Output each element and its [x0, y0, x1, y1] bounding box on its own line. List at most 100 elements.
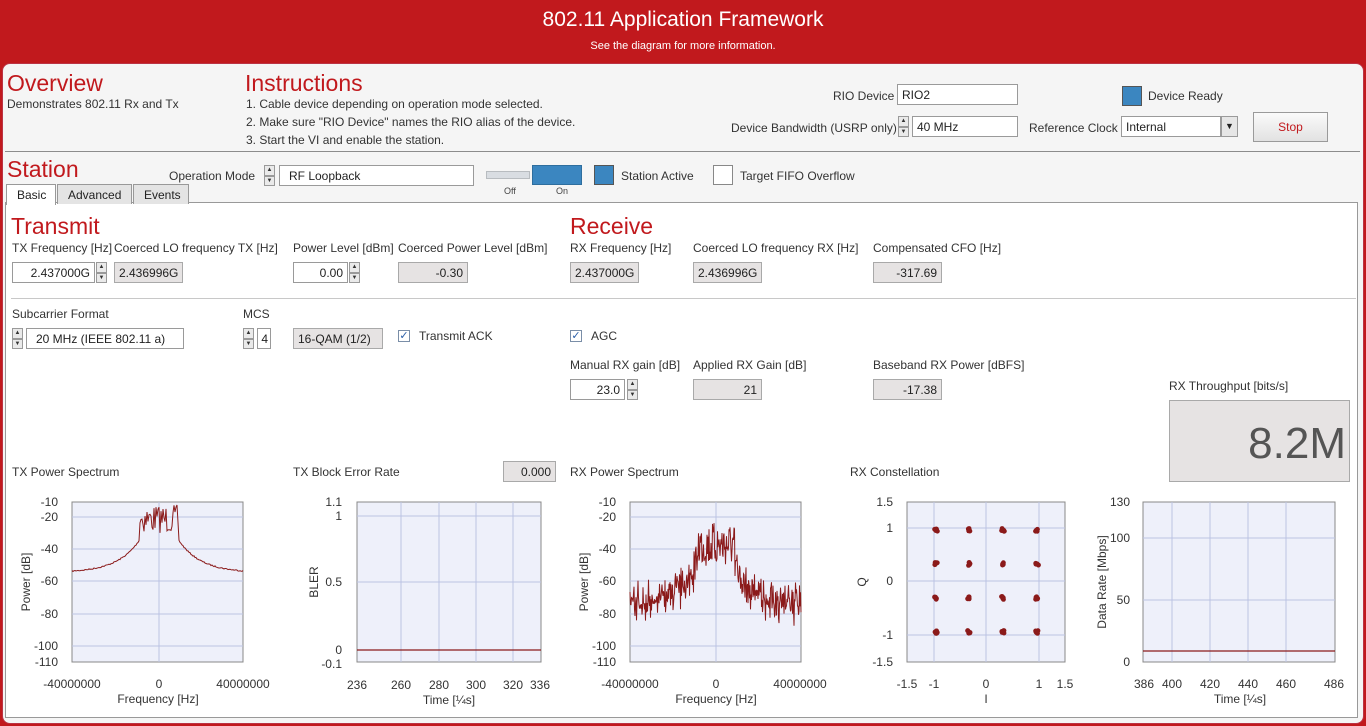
- constellation-point: [1000, 562, 1005, 568]
- subcarrier-format-label: Subcarrier Format: [12, 307, 109, 321]
- tx-bler-value: 0.000: [503, 461, 556, 482]
- instruction-line-1: 1. Cable device depending on operation m…: [246, 97, 543, 111]
- transmit-ack-checkbox[interactable]: ✓: [398, 330, 410, 342]
- divider: [11, 298, 1356, 299]
- const-y-tick: 1.5: [876, 495, 893, 509]
- const-y-tick: 1: [886, 521, 893, 535]
- rx-datarate-plot[interactable]: 130 100 50 0 386 400 420 440 460 486 Tim…: [1095, 495, 1344, 706]
- toggle-off-track[interactable]: [486, 171, 530, 179]
- applied-rx-gain-label: Applied RX Gain [dB]: [693, 358, 807, 372]
- mcs-input[interactable]: 4: [257, 328, 271, 349]
- const-x-tick: 1: [1036, 677, 1043, 691]
- constellation-point: [933, 527, 938, 533]
- rate-y-label: Data Rate [Mbps]: [1095, 535, 1109, 628]
- fifo-overflow-label: Target FIFO Overflow: [740, 169, 855, 183]
- tab-basic[interactable]: Basic: [6, 184, 56, 205]
- bler-x-label: Time [¼s]: [423, 693, 475, 707]
- bler-x-tick: 280: [429, 678, 449, 692]
- power-level-spinner[interactable]: ▲ ▼: [349, 262, 360, 283]
- manual-rx-gain-spinner[interactable]: ▲ ▼: [627, 379, 638, 400]
- station-title: Station: [7, 156, 79, 182]
- bler-y-tick: 0.5: [325, 575, 342, 589]
- subcarrier-format-spinner[interactable]: ▲ ▼: [12, 328, 23, 349]
- tx-y-tick: -110: [35, 655, 58, 669]
- rx-frequency-label: RX Frequency [Hz]: [570, 241, 672, 255]
- overview-title: Overview: [7, 70, 103, 96]
- transmit-title: Transmit: [11, 213, 100, 239]
- compensated-cfo-value: -317.69: [873, 262, 942, 283]
- reference-clock-select[interactable]: Internal: [1121, 116, 1221, 137]
- rx-x-label: Frequency [Hz]: [675, 692, 756, 706]
- coerced-lo-rx-label: Coerced LO frequency RX [Hz]: [693, 241, 859, 255]
- manual-rx-gain-input[interactable]: 23.0: [570, 379, 625, 400]
- tx-x-label: Frequency [Hz]: [117, 692, 198, 706]
- coerced-lo-tx-value: 2.436996G: [114, 262, 183, 283]
- rio-device-label: RIO Device: [833, 89, 895, 103]
- operation-mode-spinner[interactable]: ▲ ▼: [264, 165, 275, 186]
- tab-advanced[interactable]: Advanced: [57, 184, 132, 204]
- rate-x-tick: 400: [1162, 677, 1182, 691]
- agc-checkbox[interactable]: ✓: [570, 330, 582, 342]
- bler-y-tick: 0: [335, 643, 342, 657]
- instruction-line-2: 2. Make sure "RIO Device" names the RIO …: [246, 115, 576, 129]
- tx-x-tick: 0: [156, 677, 163, 691]
- station-active-led: [594, 165, 614, 185]
- mcs-spinner[interactable]: ▲ ▼: [243, 328, 254, 349]
- rx-constellation-plot[interactable]: 1.5 1 0 -1 -1.5 -1.5 -1 0 1 1.5 I Q: [855, 495, 1074, 706]
- tx-y-label: Power [dB]: [19, 553, 33, 612]
- tx-y-tick: -40: [41, 542, 59, 556]
- operation-mode-label: Operation Mode: [169, 169, 256, 183]
- bler-y-tick: 1: [335, 509, 342, 523]
- applied-rx-gain-value: 21: [693, 379, 762, 400]
- constellation-point: [965, 628, 971, 633]
- tx-y-tick: -10: [41, 495, 59, 509]
- rio-device-input[interactable]: RIO2: [897, 84, 1018, 105]
- station-toggle[interactable]: [532, 165, 582, 185]
- tx-frequency-input[interactable]: 2.437000G: [12, 262, 95, 283]
- tab-events[interactable]: Events: [133, 184, 189, 204]
- coerced-power-label: Coerced Power Level [dBm]: [398, 241, 548, 255]
- rx-spectrum-plot[interactable]: -10 -20 -40 -60 -80 -100 -110 -40000000 …: [577, 495, 827, 706]
- rx-throughput-value: 8.2M: [1169, 400, 1350, 482]
- rate-x-tick: 386: [1134, 677, 1154, 691]
- constellation-point: [932, 594, 937, 600]
- operation-mode-ring[interactable]: RF Loopback: [279, 165, 474, 186]
- rx-spectrum-title: RX Power Spectrum: [570, 465, 679, 479]
- bler-x-tick: 236: [347, 678, 367, 692]
- tx-x-tick: -40000000: [43, 677, 101, 691]
- tx-bler-title: TX Block Error Rate: [293, 465, 400, 479]
- const-x-tick: 1.5: [1057, 677, 1074, 691]
- power-level-input[interactable]: 0.00: [293, 262, 348, 283]
- instructions-title: Instructions: [245, 70, 363, 96]
- bandwidth-spinner[interactable]: ▲ ▼: [898, 116, 909, 137]
- device-ready-led: [1122, 86, 1142, 106]
- const-x-label: I: [984, 692, 987, 706]
- divider: [5, 151, 1360, 152]
- rx-x-tick: 40000000: [773, 677, 827, 691]
- rate-y-tick: 0: [1123, 655, 1130, 669]
- const-x-tick: -1.5: [897, 677, 918, 691]
- tx-bler-plot[interactable]: 1.1 1 0.5 0 -0.1 236 260 280 300 320 336…: [307, 495, 550, 707]
- rate-x-label: Time [¼s]: [1214, 692, 1266, 706]
- bler-x-tick: 336: [530, 678, 550, 692]
- rx-throughput-label: RX Throughput [bits/s]: [1169, 379, 1289, 393]
- subcarrier-format-ring[interactable]: 20 MHz (IEEE 802.11 a): [26, 328, 184, 349]
- rx-y-tick: -10: [599, 495, 617, 509]
- tx-y-tick: -20: [41, 510, 59, 524]
- bler-y-tick: -0.1: [321, 657, 342, 671]
- const-x-tick: -1: [929, 677, 940, 691]
- toggle-off-label: Off: [504, 186, 516, 196]
- bandwidth-ring[interactable]: 40 MHz: [912, 116, 1018, 137]
- chevron-down-icon[interactable]: ▼: [1221, 116, 1238, 137]
- tx-x-tick: 40000000: [216, 677, 270, 691]
- baseband-rx-power-label: Baseband RX Power [dBFS]: [873, 358, 1025, 372]
- app-title: 802.11 Application Framework: [542, 8, 824, 31]
- stop-button[interactable]: Stop: [1253, 112, 1328, 142]
- tx-spectrum-title: TX Power Spectrum: [12, 465, 120, 479]
- constellation-point: [1033, 628, 1038, 634]
- tx-spectrum-plot[interactable]: -10 -20 -40 -60 -80 -100 -110 -40000000 …: [19, 495, 270, 706]
- compensated-cfo-label: Compensated CFO [Hz]: [873, 241, 1002, 255]
- tx-frequency-spinner[interactable]: ▲ ▼: [96, 262, 107, 283]
- coerced-lo-tx-label: Coerced LO frequency TX [Hz]: [114, 241, 278, 255]
- constellation-point: [1001, 527, 1007, 533]
